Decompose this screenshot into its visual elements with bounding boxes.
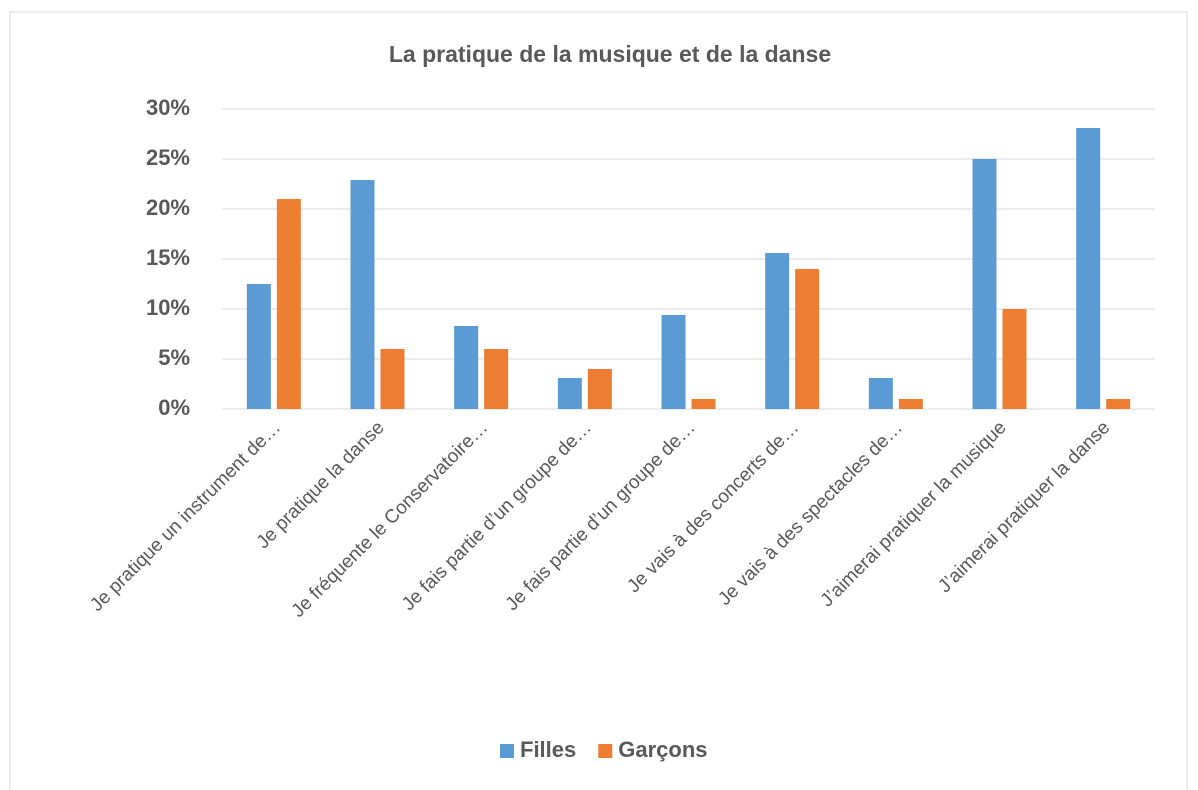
bar	[454, 326, 479, 409]
y-tick-label: 10%	[146, 295, 190, 320]
bar	[557, 378, 582, 409]
legend-swatch	[500, 744, 514, 758]
legend-label: Filles	[520, 737, 576, 762]
bar	[1002, 309, 1027, 409]
legend-label: Garçons	[618, 737, 707, 762]
y-tick-label: 30%	[146, 95, 190, 120]
bar	[276, 199, 301, 409]
bar	[765, 253, 790, 409]
bar	[587, 369, 612, 409]
y-tick-label: 5%	[158, 345, 190, 370]
y-tick-label: 20%	[146, 195, 190, 220]
chart-title: La pratique de la musique et de la danse	[389, 41, 831, 67]
bar	[661, 315, 686, 409]
bar	[380, 349, 405, 409]
y-tick-label: 0%	[158, 395, 190, 420]
bar	[246, 284, 271, 409]
bar	[350, 180, 375, 409]
legend-swatch	[598, 744, 613, 758]
bar	[972, 159, 997, 409]
bar	[868, 378, 893, 409]
bar	[1106, 399, 1131, 409]
bar	[898, 399, 923, 409]
bar	[795, 269, 820, 409]
bar	[484, 349, 509, 409]
bar	[691, 399, 716, 409]
y-tick-label: 15%	[146, 245, 190, 270]
bar	[1076, 128, 1101, 409]
y-tick-label: 25%	[146, 145, 190, 170]
